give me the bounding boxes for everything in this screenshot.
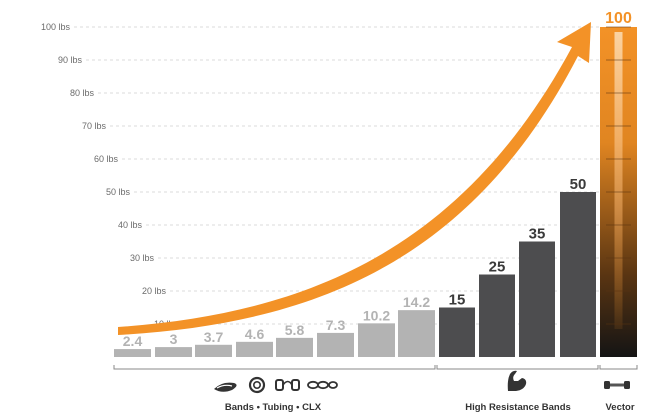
bar-value-label: 4.6 xyxy=(245,326,265,342)
bar-value-label: 3 xyxy=(170,331,178,347)
y-tick-label: 30 lbs xyxy=(130,253,155,263)
bar xyxy=(195,344,232,357)
bar xyxy=(560,192,596,357)
bar xyxy=(519,241,555,357)
clx-loops-icon xyxy=(307,380,338,390)
bar-value-label: 25 xyxy=(489,259,506,276)
bar xyxy=(114,349,151,357)
flexed-arm-icon xyxy=(507,370,527,391)
bar xyxy=(358,323,395,357)
y-tick-label: 40 lbs xyxy=(118,220,143,230)
bar xyxy=(439,307,475,357)
group-label: High Resistance Bands xyxy=(465,402,571,413)
bar xyxy=(155,347,192,357)
y-tick-label: 70 lbs xyxy=(82,121,107,131)
group-label: Vector xyxy=(605,402,634,413)
bar xyxy=(479,274,515,357)
vector-bar-icon xyxy=(604,381,630,389)
handle-tube-icon xyxy=(275,379,300,391)
bar-value-label: 2.4 xyxy=(123,333,143,349)
y-tick-label: 50 lbs xyxy=(106,187,131,197)
y-tick-label: 80 lbs xyxy=(70,88,95,98)
group-icons xyxy=(214,370,630,394)
group-brackets xyxy=(113,365,638,370)
band-loop-icon xyxy=(214,382,237,392)
bar xyxy=(236,341,273,357)
y-tick-label: 100 lbs xyxy=(41,22,71,32)
y-tick-label: 20 lbs xyxy=(142,286,167,296)
bar xyxy=(276,337,313,357)
group-bracket xyxy=(599,365,638,370)
bar-value-label: 10.2 xyxy=(363,307,390,323)
bar-value-label: 7.3 xyxy=(326,317,346,333)
group-labels: Bands • Tubing • CLX High Resistance Band… xyxy=(225,402,635,413)
group-bracket xyxy=(113,365,436,370)
tubing-roll-icon xyxy=(248,376,266,394)
bar-value-label: 100 xyxy=(605,10,632,27)
bar-value-label: 5.8 xyxy=(285,322,305,338)
y-tick-label: 90 lbs xyxy=(58,55,83,65)
growth-arrow-shape xyxy=(118,22,591,335)
vector-bar-core xyxy=(614,32,623,329)
bar xyxy=(398,310,435,357)
bar-value-label: 3.7 xyxy=(204,329,224,345)
bar-value-label: 14.2 xyxy=(403,294,430,310)
bar-value-label: 35 xyxy=(529,226,546,243)
bars xyxy=(114,26,637,357)
bar-value-label: 15 xyxy=(449,292,466,309)
bar-value-label: 50 xyxy=(570,176,587,193)
group-bracket xyxy=(436,365,599,370)
y-tick-label: 60 lbs xyxy=(94,154,119,164)
group-label: Bands • Tubing • CLX xyxy=(225,402,322,413)
bar-value-labels: 2.4 3 3.7 4.6 5.8 7.3 10.2 14.2 15 25 35 50 100 xyxy=(123,10,632,349)
growth-arrow xyxy=(118,22,591,335)
bar xyxy=(317,332,354,357)
